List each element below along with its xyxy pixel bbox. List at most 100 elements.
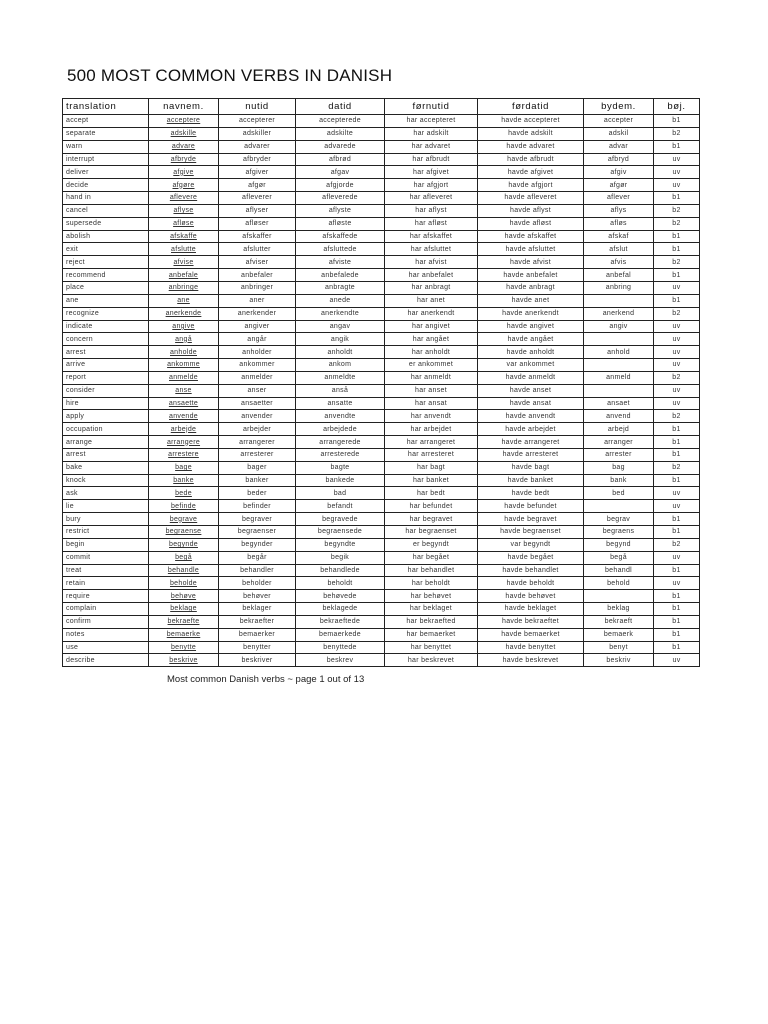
imperative-cell: afgiv xyxy=(583,165,654,180)
infinitive-cell: arrangere xyxy=(148,435,219,449)
perfect-cell: har angået xyxy=(384,332,478,347)
conjugation-cell: b1 xyxy=(653,589,700,604)
imperative-cell xyxy=(583,499,654,514)
pluperfect-cell: havde bagt xyxy=(477,460,584,475)
perfect-cell: har begravet xyxy=(384,512,478,526)
perfect-cell: har afvist xyxy=(384,255,478,270)
imperative-cell: begrav xyxy=(583,512,654,526)
table-row: indicate angive angiver angav har angivet hav… xyxy=(62,319,700,334)
present-cell: aflyser xyxy=(218,203,296,218)
column-header: bydem. xyxy=(583,98,654,115)
pluperfect-cell: havde anerkendt xyxy=(477,306,584,321)
table-row: ask bede beder bad har bedt havde bedt bed uv xyxy=(62,486,700,501)
pluperfect-cell: havde anbefalet xyxy=(477,268,584,282)
table-row: occupation arbejde arbejder arbejdede har ar… xyxy=(62,422,700,437)
infinitive-text: benytte xyxy=(170,644,197,652)
infinitive-cell: beholde xyxy=(148,576,219,591)
infinitive-text: behøve xyxy=(170,592,197,600)
table-row: hand in aflevere afleverer afleverede har af… xyxy=(62,191,700,205)
pluperfect-cell: havde anset xyxy=(477,383,584,398)
present-cell: beskriver xyxy=(218,653,296,668)
table-row: lie befinde befinder befandt har befundet hav… xyxy=(62,499,700,514)
conjugation-cell: uv xyxy=(653,165,700,180)
perfect-cell: har anbragt xyxy=(384,280,478,295)
past-cell: begravede xyxy=(295,512,385,526)
conjugation-cell: uv xyxy=(653,383,700,398)
conjugation-cell: uv xyxy=(653,345,700,360)
past-cell: beskrev xyxy=(295,653,385,668)
present-cell: anholder xyxy=(218,345,296,360)
perfect-cell: har befundet xyxy=(384,499,478,514)
present-cell: begynder xyxy=(218,537,296,552)
table-row: warn advare advarer advarede har advaret havd… xyxy=(62,139,700,154)
translation-cell: report xyxy=(62,370,149,385)
infinitive-text: begå xyxy=(175,554,192,562)
table-row: arrest anholde anholder anholdt har anholdt h… xyxy=(62,345,700,360)
perfect-cell: er ankommet xyxy=(384,358,478,372)
translation-cell: place xyxy=(62,280,149,295)
infinitive-text: angå xyxy=(175,335,192,343)
conjugation-cell: uv xyxy=(653,280,700,295)
present-cell: befinder xyxy=(218,499,296,514)
past-cell: angav xyxy=(295,319,385,334)
pluperfect-cell: havde anholdt xyxy=(477,345,584,360)
present-cell: afleverer xyxy=(218,191,296,205)
conjugation-cell: uv xyxy=(653,653,700,668)
conjugation-cell: b1 xyxy=(653,640,700,655)
table-row: use benytte benytter benyttede har benyttet h… xyxy=(62,640,700,655)
translation-cell: ane xyxy=(62,293,149,308)
conjugation-cell: b1 xyxy=(653,139,700,154)
past-cell: accepterede xyxy=(295,114,385,128)
infinitive-text: afgive xyxy=(173,168,194,176)
perfect-cell: har anbefalet xyxy=(384,268,478,282)
past-cell: anerkendte xyxy=(295,306,385,321)
pluperfect-cell: havde anmeldt xyxy=(477,370,584,385)
translation-cell: cancel xyxy=(62,203,149,218)
imperative-cell: afslut xyxy=(583,242,654,257)
present-cell: bemaerker xyxy=(218,627,296,642)
past-cell: behøvede xyxy=(295,589,385,604)
conjugation-cell: b2 xyxy=(653,370,700,385)
perfect-cell: har bemaerket xyxy=(384,627,478,642)
conjugation-cell: uv xyxy=(653,152,700,167)
pluperfect-cell: havde anet xyxy=(477,293,584,308)
infinitive-text: angive xyxy=(172,322,195,330)
translation-cell: treat xyxy=(62,563,149,578)
pluperfect-cell: var ankommet xyxy=(477,358,584,372)
past-cell: anmeldte xyxy=(295,370,385,385)
infinitive-text: advare xyxy=(171,143,196,151)
translation-cell: hand in xyxy=(62,191,149,205)
present-cell: advarer xyxy=(218,139,296,154)
present-cell: bager xyxy=(218,460,296,475)
column-header: datid xyxy=(295,98,385,115)
present-cell: anser xyxy=(218,383,296,398)
infinitive-text: bekraefte xyxy=(167,618,200,626)
translation-cell: knock xyxy=(62,473,149,488)
table-row: decide afgøre afgør afgjorde har afgjort havd… xyxy=(62,178,700,193)
pluperfect-cell: havde benyttet xyxy=(477,640,584,655)
infinitive-cell: beskrive xyxy=(148,653,219,668)
pluperfect-cell: havde angået xyxy=(477,332,584,347)
past-cell: angik xyxy=(295,332,385,347)
conjugation-cell: uv xyxy=(653,332,700,347)
table-row: treat behandle behandler behandlede har beha… xyxy=(62,563,700,578)
present-cell: beholder xyxy=(218,576,296,591)
perfect-cell: er begyndt xyxy=(384,537,478,552)
infinitive-text: adskille xyxy=(170,130,197,138)
infinitive-cell: begynde xyxy=(148,537,219,552)
infinitive-cell: benytte xyxy=(148,640,219,655)
translation-cell: apply xyxy=(62,409,149,424)
past-cell: afsluttede xyxy=(295,242,385,257)
present-cell: ankommer xyxy=(218,358,296,372)
conjugation-cell: b1 xyxy=(653,525,700,539)
perfect-cell: har anet xyxy=(384,293,478,308)
conjugation-cell: uv xyxy=(653,178,700,193)
imperative-cell: beskriv xyxy=(583,653,654,668)
present-cell: arresterer xyxy=(218,447,296,462)
infinitive-text: ankomme xyxy=(167,361,200,369)
translation-cell: ask xyxy=(62,486,149,501)
infinitive-cell: begrave xyxy=(148,512,219,526)
pluperfect-cell: havde arbejdet xyxy=(477,422,584,437)
translation-cell: arrest xyxy=(62,447,149,462)
conjugation-cell: b1 xyxy=(653,473,700,488)
